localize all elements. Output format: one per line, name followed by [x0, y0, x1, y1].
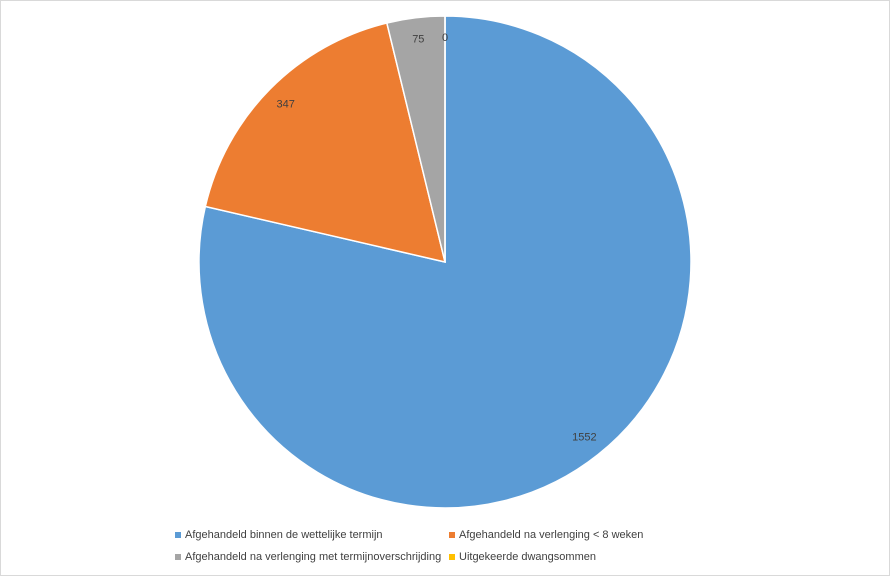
legend-swatch — [449, 554, 455, 560]
legend-swatch — [175, 532, 181, 538]
legend-label: Uitgekeerde dwangsommen — [459, 551, 596, 563]
data-label: 75 — [412, 34, 424, 46]
legend-label: Afgehandeld binnen de wettelijke termijn — [185, 529, 383, 541]
legend-label: Afgehandeld na verlenging met termijnove… — [185, 551, 441, 563]
data-label: 1552 — [572, 431, 596, 443]
data-label: 0 — [442, 32, 448, 44]
legend-label: Afgehandeld na verlenging < 8 weken — [459, 529, 643, 541]
legend-swatch — [449, 532, 455, 538]
legend-swatch — [175, 554, 181, 560]
data-label: 347 — [277, 98, 295, 110]
pie-slice — [204, 22, 447, 264]
